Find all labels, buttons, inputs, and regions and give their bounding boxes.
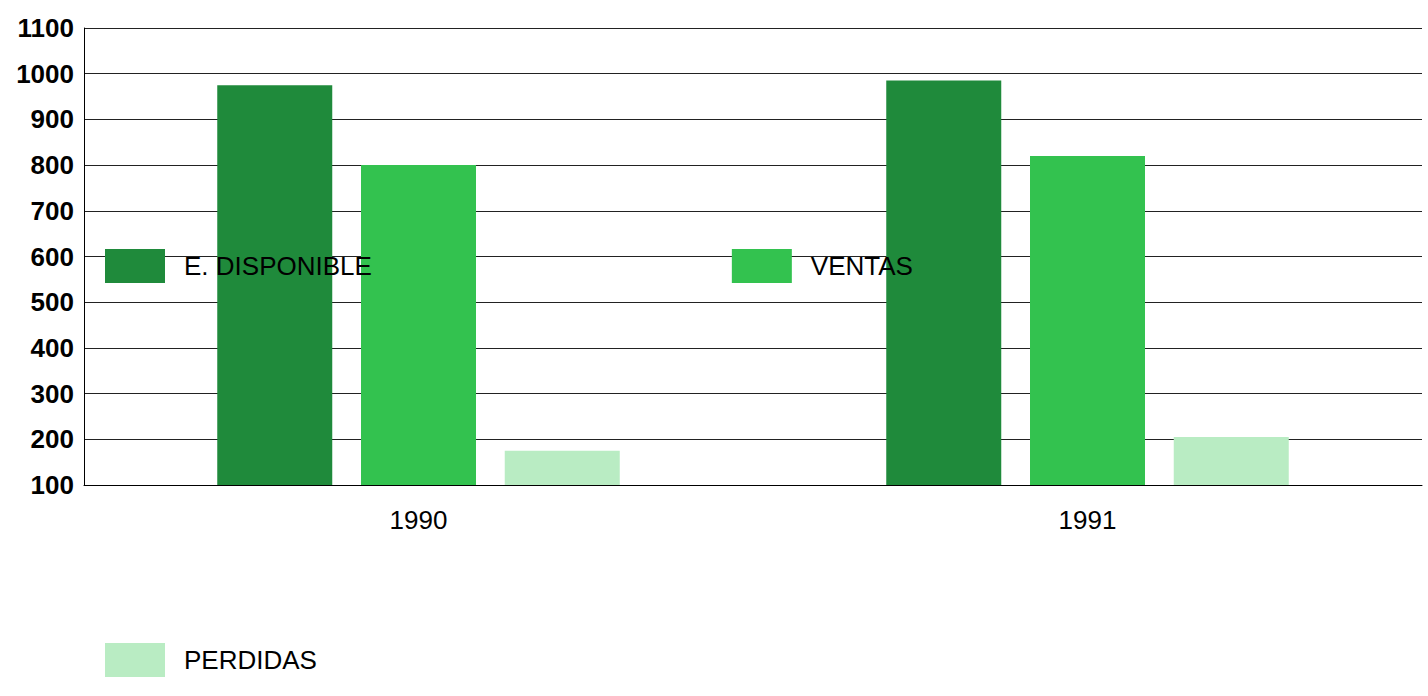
svg-text:PERDIDAS: PERDIDAS <box>184 645 317 675</box>
svg-text:800: 800 <box>31 150 74 180</box>
svg-text:900: 900 <box>31 104 74 134</box>
svg-text:600: 600 <box>31 242 74 272</box>
svg-text:E. DISPONIBLE: E. DISPONIBLE <box>184 251 372 281</box>
svg-text:1991: 1991 <box>1059 505 1117 535</box>
svg-text:400: 400 <box>31 333 74 363</box>
svg-text:300: 300 <box>31 379 74 409</box>
svg-text:1100: 1100 <box>18 13 74 43</box>
svg-text:1990: 1990 <box>390 505 448 535</box>
svg-text:700: 700 <box>31 196 74 226</box>
svg-text:VENTAS: VENTAS <box>811 251 913 281</box>
svg-text:1000: 1000 <box>16 59 74 89</box>
svg-text:100: 100 <box>31 470 74 500</box>
svg-text:500: 500 <box>31 287 74 317</box>
svg-text:200: 200 <box>31 424 74 454</box>
